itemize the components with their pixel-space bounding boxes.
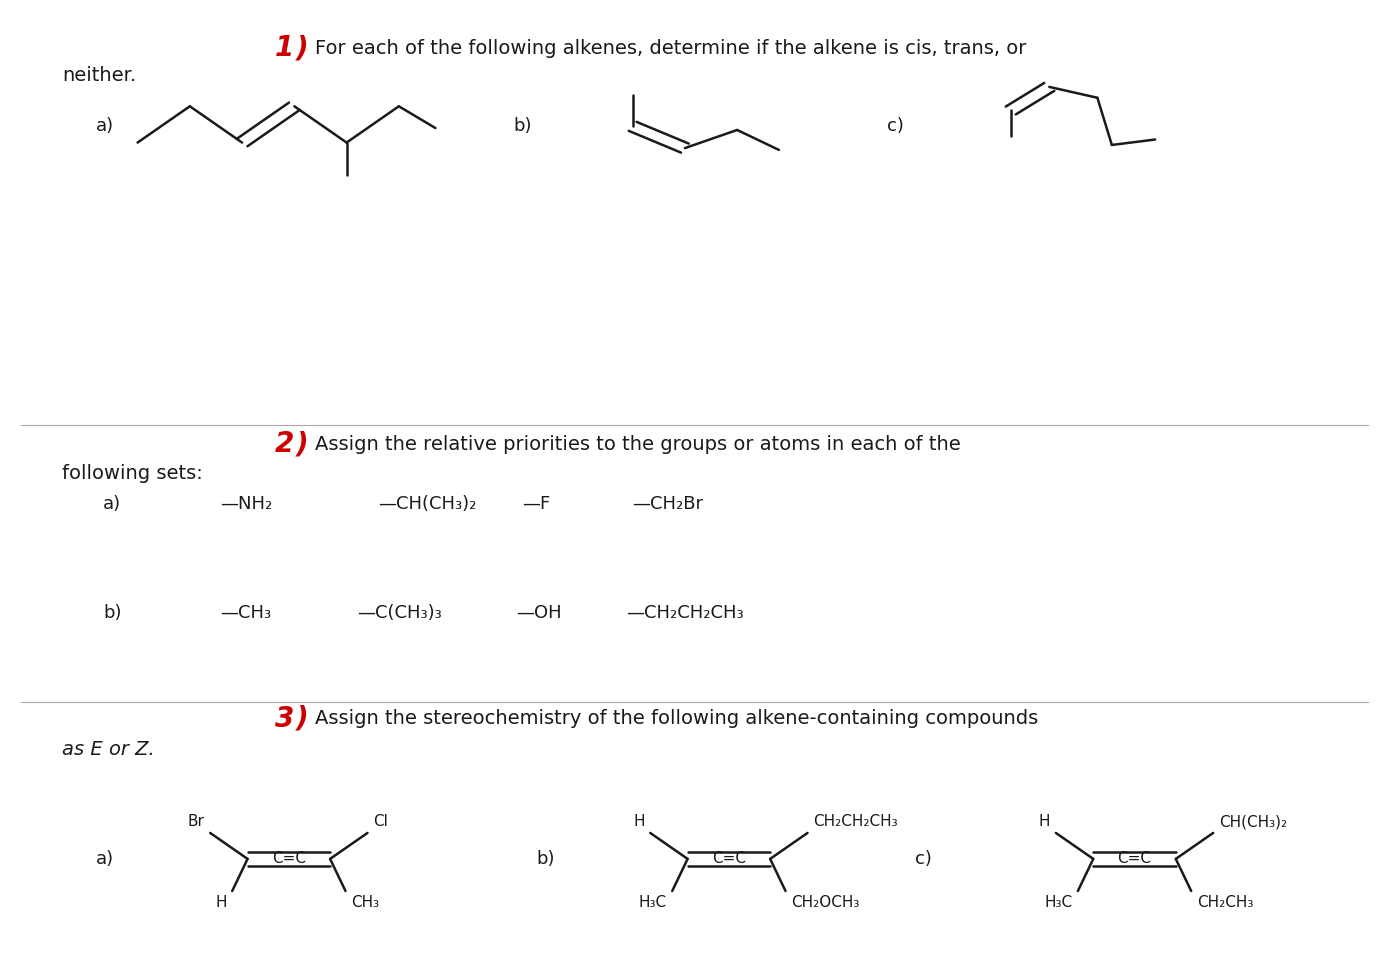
Text: C=C: C=C <box>713 852 746 866</box>
Text: —C(CH₃)₃: —C(CH₃)₃ <box>357 605 442 622</box>
Text: H₃C: H₃C <box>1045 894 1072 910</box>
Text: as E or Z.: as E or Z. <box>63 739 154 759</box>
Text: 1: 1 <box>275 34 294 62</box>
Text: —NH₂: —NH₂ <box>219 494 272 513</box>
Text: CH₂CH₂CH₃: CH₂CH₂CH₃ <box>813 814 897 829</box>
Text: ): ) <box>296 704 308 733</box>
Text: c): c) <box>888 117 904 136</box>
Text: neither.: neither. <box>63 66 136 85</box>
Text: —CH(CH₃)₂: —CH(CH₃)₂ <box>378 494 476 513</box>
Text: CH₂CH₃: CH₂CH₃ <box>1197 894 1253 910</box>
Text: Br: Br <box>188 814 204 829</box>
Text: C=C: C=C <box>272 852 306 866</box>
Text: H: H <box>1039 814 1050 829</box>
Text: C=C: C=C <box>1118 852 1151 866</box>
Text: b): b) <box>103 605 122 622</box>
Text: —CH₂CH₂CH₃: —CH₂CH₂CH₃ <box>625 605 743 622</box>
Text: b): b) <box>536 850 554 868</box>
Text: a): a) <box>96 117 114 136</box>
Text: CH₃: CH₃ <box>351 894 379 910</box>
Text: a): a) <box>103 494 121 513</box>
Text: H₃C: H₃C <box>639 894 667 910</box>
Text: c): c) <box>914 850 932 868</box>
Text: a): a) <box>96 850 114 868</box>
Text: 3: 3 <box>275 704 294 733</box>
Text: Assign the relative priorities to the groups or atoms in each of the: Assign the relative priorities to the gr… <box>315 435 961 453</box>
Text: CH(CH₃)₂: CH(CH₃)₂ <box>1218 814 1286 829</box>
Text: For each of the following alkenes, determine if the alkene is cis, trans, or: For each of the following alkenes, deter… <box>315 39 1026 57</box>
Text: —CH₂Br: —CH₂Br <box>632 494 704 513</box>
Text: —CH₃: —CH₃ <box>219 605 271 622</box>
Text: —OH: —OH <box>515 605 561 622</box>
Text: ): ) <box>296 34 308 62</box>
Text: CH₂OCH₃: CH₂OCH₃ <box>790 894 860 910</box>
Text: 2: 2 <box>275 430 294 458</box>
Text: b): b) <box>513 117 532 136</box>
Text: —F: —F <box>522 494 551 513</box>
Text: ): ) <box>296 430 308 458</box>
Text: following sets:: following sets: <box>63 463 203 483</box>
Text: Cl: Cl <box>374 814 388 829</box>
Text: H: H <box>215 894 226 910</box>
Text: Assign the stereochemistry of the following alkene-containing compounds: Assign the stereochemistry of the follow… <box>315 709 1038 728</box>
Text: H: H <box>633 814 644 829</box>
